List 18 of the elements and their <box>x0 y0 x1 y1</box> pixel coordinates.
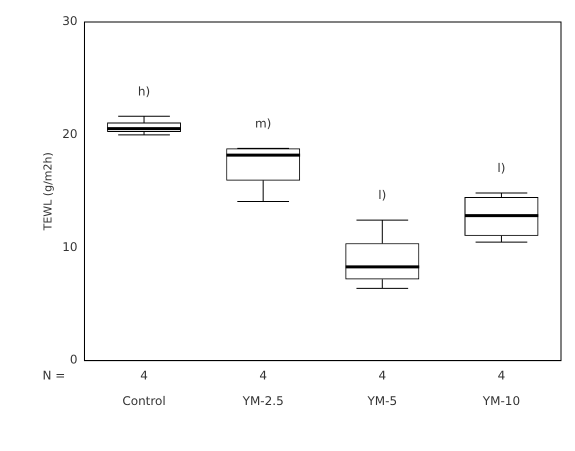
annotation: l) <box>497 161 506 176</box>
text: N = <box>42 368 66 383</box>
annotation: m) <box>254 116 272 131</box>
text: 4 <box>259 368 267 383</box>
y-tick-label: 20 <box>62 126 78 141</box>
annotation: h) <box>138 84 150 98</box>
text: 4 <box>140 368 148 383</box>
x-tick-label: YM-5 <box>366 394 398 408</box>
y-tick-label: 30 <box>62 14 78 28</box>
x-tick-label: YM-2.5 <box>242 394 284 408</box>
annotation: l) <box>378 188 386 202</box>
y-tick-label: 0 <box>70 352 78 367</box>
text: 4 <box>498 368 506 383</box>
y-axis-title: TEWL (g/m2h) <box>41 152 54 232</box>
x-tick-label: Control <box>122 394 166 408</box>
x-tick-label: YM-10 <box>482 394 520 408</box>
y-tick-label: 10 <box>62 240 78 254</box>
text: 4 <box>378 368 386 383</box>
